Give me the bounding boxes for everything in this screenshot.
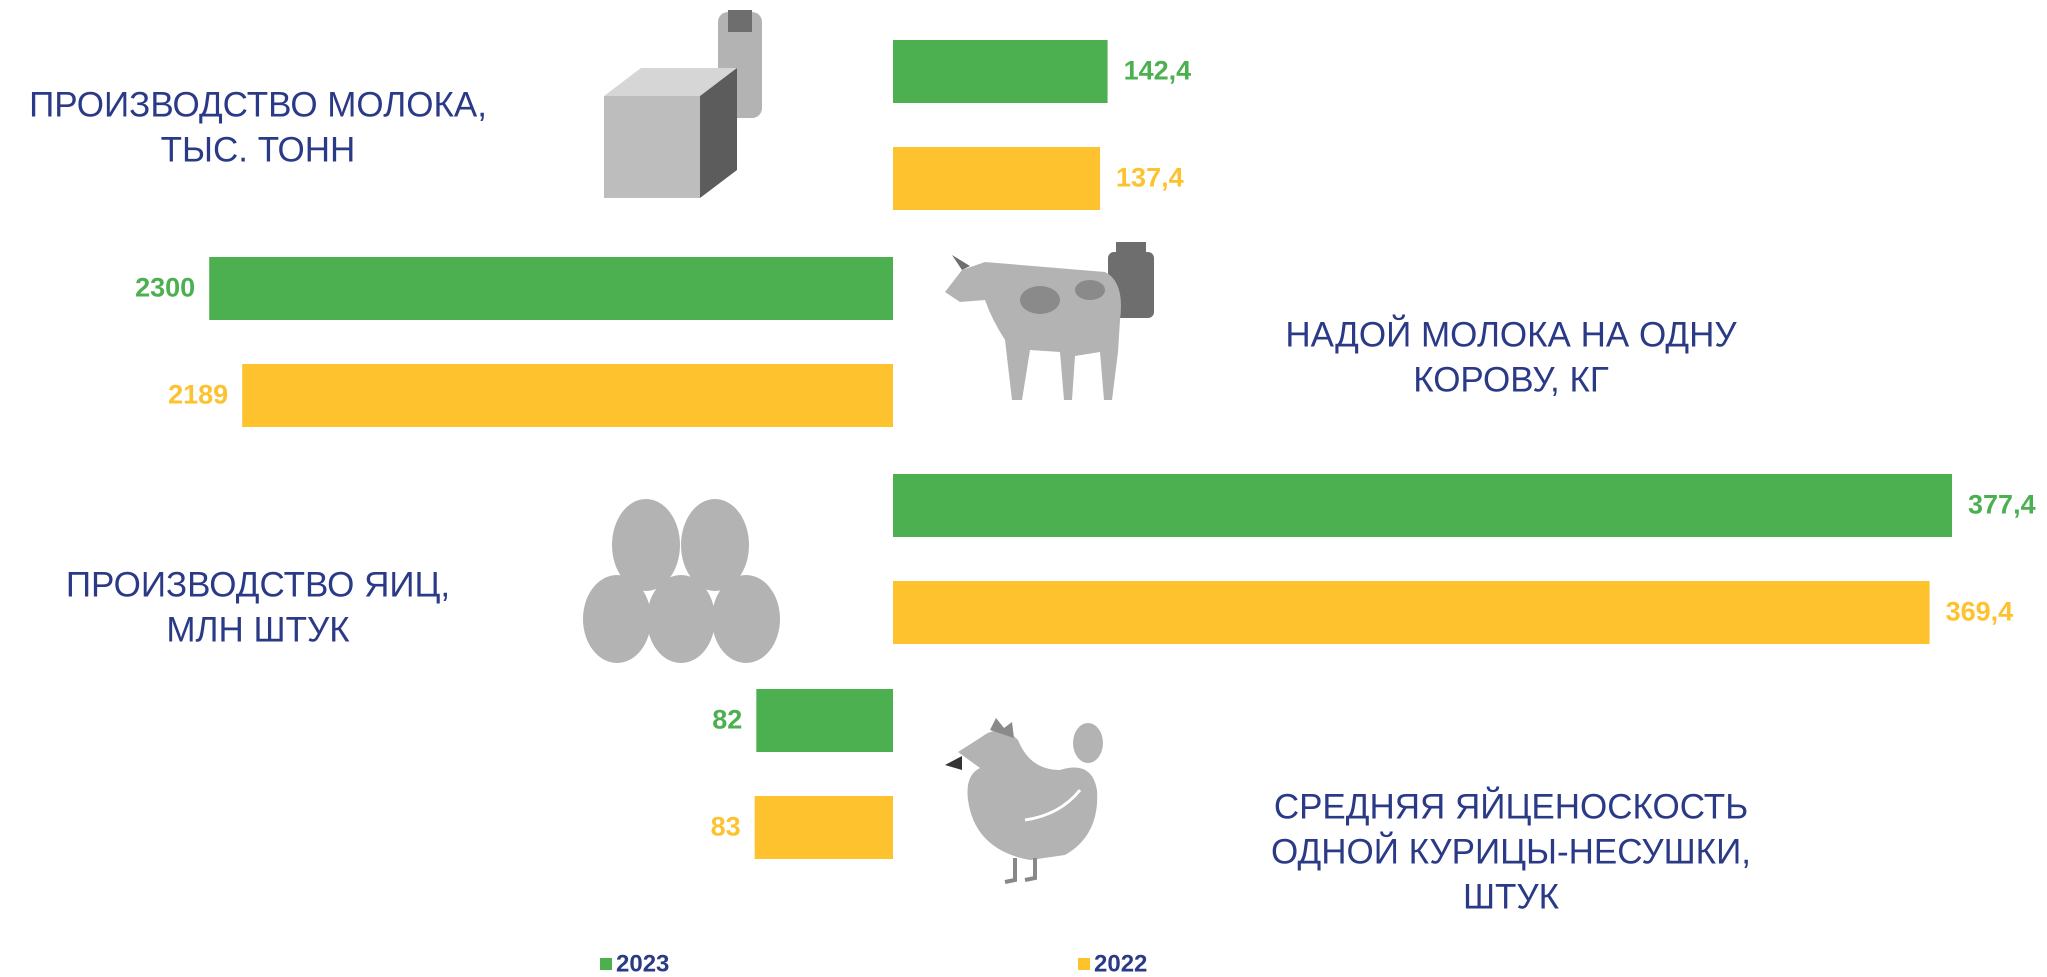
legend-swatch: [1078, 958, 1090, 970]
category-title: МЛН ШТУК: [166, 610, 350, 649]
value-label: 377,4: [1968, 490, 2036, 520]
value-label: 2189: [168, 380, 228, 410]
bar: [756, 689, 893, 752]
category-title: ПРОИЗВОДСТВО ЯИЦ,: [66, 565, 450, 604]
bar: [209, 257, 894, 320]
bar: [242, 364, 894, 427]
category-title: ТЫС. ТОНН: [161, 130, 356, 169]
value-label: 142,4: [1124, 56, 1192, 86]
value-label: 369,4: [1946, 597, 2014, 627]
value-label: 137,4: [1116, 163, 1184, 193]
value-label: 82: [712, 705, 742, 735]
cow-icon: [945, 242, 1154, 400]
eggs-icon: [583, 499, 780, 663]
chicken-icon: [945, 718, 1103, 884]
value-label: 2300: [135, 273, 195, 303]
bar: [893, 40, 1108, 103]
category-title: ОДНОЙ КУРИЦЫ-НЕСУШКИ,: [1271, 831, 1751, 871]
bar: [754, 796, 893, 859]
milk-icon: [604, 10, 762, 198]
legend-label: 2022: [1094, 950, 1147, 977]
value-label: 83: [711, 812, 741, 842]
category-title: КОРОВУ, КГ: [1413, 360, 1609, 399]
bar: [893, 147, 1101, 210]
category-title: СРЕДНЯЯ ЯЙЦЕНОСКОСТЬ: [1274, 786, 1748, 826]
category-title: НАДОЙ МОЛОКА НА ОДНУ: [1285, 314, 1737, 354]
category-title: ШТУК: [1463, 877, 1560, 916]
legend-swatch: [600, 958, 612, 970]
legend-label: 2023: [616, 950, 669, 977]
bar: [893, 581, 1930, 644]
category-title: ПРОИЗВОДСТВО МОЛОКА,: [29, 85, 487, 124]
bar: [893, 474, 1953, 537]
